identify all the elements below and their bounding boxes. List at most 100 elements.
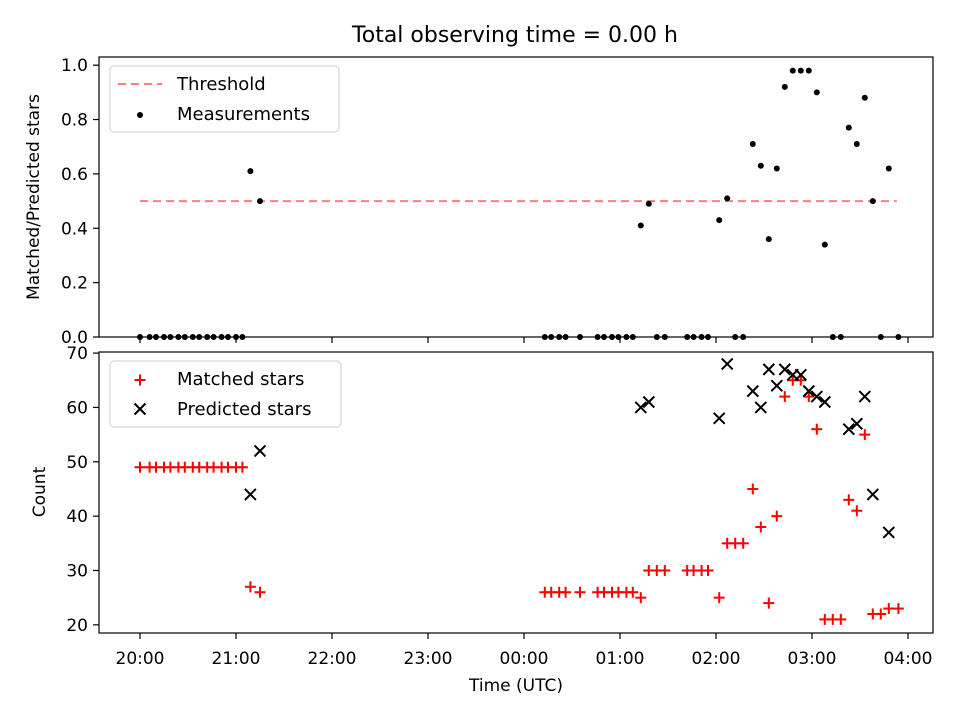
measurement-point (861, 94, 868, 101)
predicted-star-point (642, 395, 656, 409)
bottom-legend: Matched stars Predicted stars (109, 360, 342, 428)
measurement-point (749, 140, 756, 147)
top-ytick-label: 0.4 (61, 219, 88, 239)
predicted-star-point (244, 488, 257, 501)
top-y-axis-label: Matched/Predicted stars (24, 94, 44, 300)
predicted-star-point-b (858, 390, 872, 403)
predicted-star-point-b (634, 401, 648, 414)
matched-star-point (763, 597, 775, 609)
predicted-star-point-b (866, 488, 880, 501)
measurement-point (821, 241, 828, 248)
matched-star-point (883, 603, 895, 615)
legend-plus-marker (134, 374, 146, 386)
bottom-xtick-label: 03:00 (788, 649, 837, 669)
predicted-star-point-b (802, 384, 816, 398)
matched-star-point (859, 429, 871, 441)
bottom-xtick-label: 04:00 (884, 649, 933, 669)
predicted-star-point-b (754, 401, 768, 414)
matched-star-point (702, 564, 714, 576)
matched-star-point (803, 391, 815, 403)
matched-star-point (755, 521, 767, 533)
legend-x-marker-b (133, 402, 147, 416)
matched-star-point (851, 505, 863, 517)
measurement-point (773, 165, 780, 172)
legend-matched-label: Matched stars (177, 369, 304, 390)
top-legend-box (109, 65, 340, 133)
predicted-star-point-b (810, 390, 824, 403)
legend-threshold-label: Threshold (176, 74, 266, 95)
top-ytick-label: 0.2 (61, 274, 88, 294)
measurement-point (885, 165, 892, 172)
predicted-star-point-b (770, 379, 784, 392)
top-ytick-label: 0.6 (61, 165, 88, 185)
predicted-star-point-b (642, 395, 656, 409)
top-ytick-label: 0.8 (61, 111, 88, 131)
top-ytick-label: 0.0 (61, 328, 88, 348)
matched-star-point (560, 586, 572, 598)
predicted-star-point-b (244, 488, 257, 501)
predicted-star-point-b (253, 444, 267, 458)
bottom-xtick-label: 02:00 (692, 649, 741, 669)
predicted-star-point-b (720, 357, 734, 371)
measurement-point (797, 67, 804, 74)
matched-star-point (635, 592, 647, 604)
bottom-ytick-label: 30 (66, 561, 88, 581)
legend-predicted-swatch (133, 402, 147, 416)
bottom-x-ticks: 20:00 21:00 22:00 23:00 00:00 01:00 02:00 03:00… (116, 633, 933, 669)
predicted-star-point (746, 384, 760, 398)
bottom-ytick-label: 20 (66, 616, 88, 636)
predicted-star-point (818, 395, 832, 409)
measurement-point (781, 83, 788, 90)
bottom-xtick-label: 01:00 (596, 649, 645, 669)
top-legend: Threshold Measurements (109, 65, 340, 133)
predicted-star-point-b (746, 384, 760, 398)
measurement-point (813, 89, 820, 96)
predicted-star-point-b (850, 417, 864, 430)
matched-star-point (875, 608, 887, 620)
matched-star-point (713, 592, 725, 604)
predicted-star-point (850, 417, 864, 430)
predicted-star-point (754, 401, 768, 414)
predicted-star-point (720, 357, 734, 371)
matched-star-point (236, 461, 248, 473)
measurement-point (247, 168, 254, 175)
predicted-star-point-b (842, 422, 856, 436)
bottom-ytick-label: 70 (66, 344, 88, 364)
matched-star-point (835, 613, 847, 625)
predicted-star-point (762, 363, 776, 376)
matched-star-point (134, 461, 146, 473)
legend-x-marker (133, 402, 147, 416)
predicted-star-point-b (882, 526, 896, 539)
bottom-xtick-label: 22:00 (308, 649, 357, 669)
predicted-star-point-b (794, 368, 808, 382)
measurement-point (757, 162, 764, 169)
measurement-point (869, 198, 876, 205)
predicted-star-point (770, 379, 784, 392)
bottom-y-axis-label: Count (30, 466, 50, 517)
bottom-xtick-label: 20:00 (116, 649, 165, 669)
bottom-xtick-label: 21:00 (212, 649, 261, 669)
matched-star-point (574, 586, 586, 598)
top-panel: 0.0 0.2 0.4 0.6 0.8 1.0 Matched/Predicted sta… (24, 56, 934, 348)
bottom-panel: 20 30 40 50 60 70 20:00 21:00 22:00 23:00 00:00 01… (30, 344, 934, 696)
matched-star-point (659, 564, 671, 576)
bottom-ytick-label: 40 (66, 507, 88, 527)
matched-star-point (779, 391, 791, 403)
matched-star-point (627, 586, 639, 598)
legend-measurement-swatch (137, 112, 143, 118)
predicted-star-point (882, 526, 896, 539)
measurement-point (765, 236, 772, 243)
bottom-axes-frame (98, 351, 934, 634)
bottom-ytick-label: 60 (66, 398, 88, 418)
measurement-point (805, 67, 812, 74)
measurement-point (645, 200, 652, 207)
predicted-star-point (802, 384, 816, 398)
measurement-point (789, 67, 796, 74)
legend-predicted-label: Predicted stars (177, 399, 311, 420)
predicted-star-point-b (778, 363, 792, 376)
predicted-star-point (810, 390, 824, 403)
predicted-star-point (634, 401, 648, 414)
bottom-legend-box (109, 360, 342, 428)
matched-star-point (811, 423, 823, 435)
measurement-points (137, 67, 902, 340)
